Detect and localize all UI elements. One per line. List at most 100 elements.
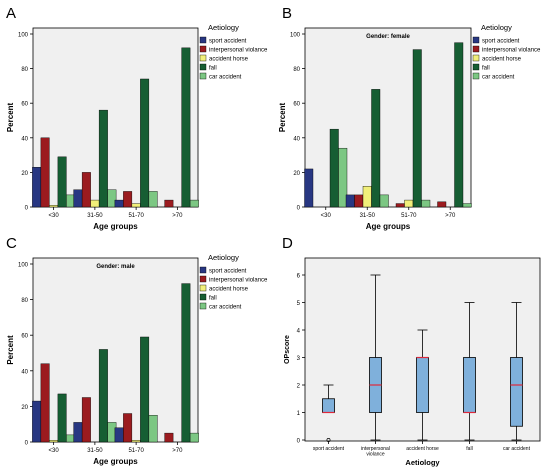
y-tick-label: 60 (21, 102, 28, 108)
bar (462, 203, 472, 208)
bar (421, 199, 431, 208)
panel-label: A (6, 5, 16, 22)
chart-subtitle: Gender: male (96, 264, 135, 270)
box-4 (463, 302, 476, 441)
y-axis-label: Percent (278, 102, 287, 132)
legend-label: sport accident (482, 39, 520, 45)
bar (131, 203, 141, 208)
legend-label: fall (209, 66, 217, 72)
x-axis-label: Age groups (366, 222, 411, 231)
x-tick-label: 51-70 (401, 213, 417, 219)
x-tick-label: sport accident (313, 446, 345, 452)
legend-swatch (199, 266, 207, 274)
x-tick-label: fall (466, 446, 472, 452)
legend-label: accident horse (209, 287, 249, 293)
bar (338, 147, 348, 208)
legend-swatch (472, 45, 480, 53)
y-tick-label: 0 (25, 441, 29, 447)
legend-swatch (199, 72, 207, 80)
y-tick-label: 40 (21, 136, 28, 142)
x-tick-label: 31-50 (87, 448, 103, 454)
legend-label: sport accident (209, 269, 247, 275)
panel-a: A 0 20 40 60 80 100 Percent <30 31-50 51-70 >70 Age … (6, 5, 268, 231)
y-tick-label: 60 (21, 334, 28, 340)
bar (57, 393, 67, 443)
legend-label: sport accident (209, 39, 247, 45)
legend: Aetiology sport accident interpersonal vio… (472, 23, 541, 81)
bar (181, 47, 191, 208)
panel-label: D (282, 235, 293, 252)
legend-swatch (199, 293, 207, 301)
y-tick-label: 0 (297, 439, 301, 445)
legend-label: interpersonal violance (482, 48, 541, 54)
bar (345, 194, 355, 208)
x-tick-label: <30 (49, 213, 60, 219)
legend-swatch (472, 36, 480, 44)
y-tick-label: 3 (297, 356, 301, 362)
y-tick-label: 4 (297, 329, 301, 335)
bar (140, 336, 150, 443)
panel-b: B 0 20 40 60 80 100 Percent Gender: female <30 31-… (278, 5, 541, 231)
x-axis-label: Age groups (93, 222, 138, 231)
legend-swatch (472, 72, 480, 80)
bar (32, 400, 42, 443)
x-tick-label: car accident (503, 446, 531, 452)
legend-label: interpersonal violance (209, 48, 268, 54)
y-tick-label: 40 (293, 136, 300, 142)
y-tick-label: 0 (25, 206, 29, 212)
legend-title: Aetiology (208, 253, 239, 262)
bar (304, 168, 314, 208)
bar (189, 432, 199, 443)
bar (32, 167, 42, 208)
bar (404, 199, 414, 208)
y-tick-label: 2 (297, 384, 301, 390)
x-tick-label: >70 (445, 213, 456, 219)
legend-swatch (472, 54, 480, 62)
bar (73, 189, 83, 208)
box-1 (322, 384, 335, 442)
bar (164, 199, 174, 208)
box-3 (416, 329, 429, 441)
bar (40, 363, 50, 443)
bar (98, 109, 108, 208)
y-tick-label: 20 (21, 171, 28, 177)
box-2 (369, 274, 382, 441)
bar (40, 137, 50, 208)
bar (181, 283, 191, 443)
y-tick-label: 100 (18, 263, 29, 269)
chart-subtitle: Gender: female (366, 34, 410, 40)
y-tick-label: 20 (293, 171, 300, 177)
bar (81, 172, 91, 208)
bar (49, 440, 59, 443)
y-tick-label: 100 (18, 33, 29, 39)
bar (123, 413, 133, 443)
x-tick-label: >70 (172, 213, 183, 219)
x-tick-label: >70 (172, 448, 183, 454)
box (322, 398, 335, 413)
legend-swatch (199, 54, 207, 62)
y-tick-label: 60 (293, 102, 300, 108)
legend-title: Aetiology (481, 23, 512, 32)
x-tick-label: <30 (49, 448, 60, 454)
legend-swatch (199, 284, 207, 292)
legend: Aetiology sport accident interpersonal vio… (199, 253, 268, 311)
box-5 (510, 302, 523, 441)
x-axis-label: Age groups (93, 457, 138, 466)
bar (107, 189, 117, 208)
bar (114, 427, 124, 443)
x-axis-label: Aetiology (405, 458, 440, 467)
bar (379, 194, 389, 208)
bar (49, 205, 59, 208)
legend-swatch (199, 45, 207, 53)
box (416, 357, 429, 413)
legend-swatch (472, 63, 480, 71)
y-axis-label: OPscore (284, 335, 291, 364)
bar (131, 440, 141, 443)
bar (73, 422, 83, 443)
legend-label: accident horse (482, 57, 522, 63)
bar (454, 42, 464, 208)
bar (412, 49, 422, 208)
x-tick-label: <30 (321, 213, 332, 219)
bar (81, 397, 91, 443)
